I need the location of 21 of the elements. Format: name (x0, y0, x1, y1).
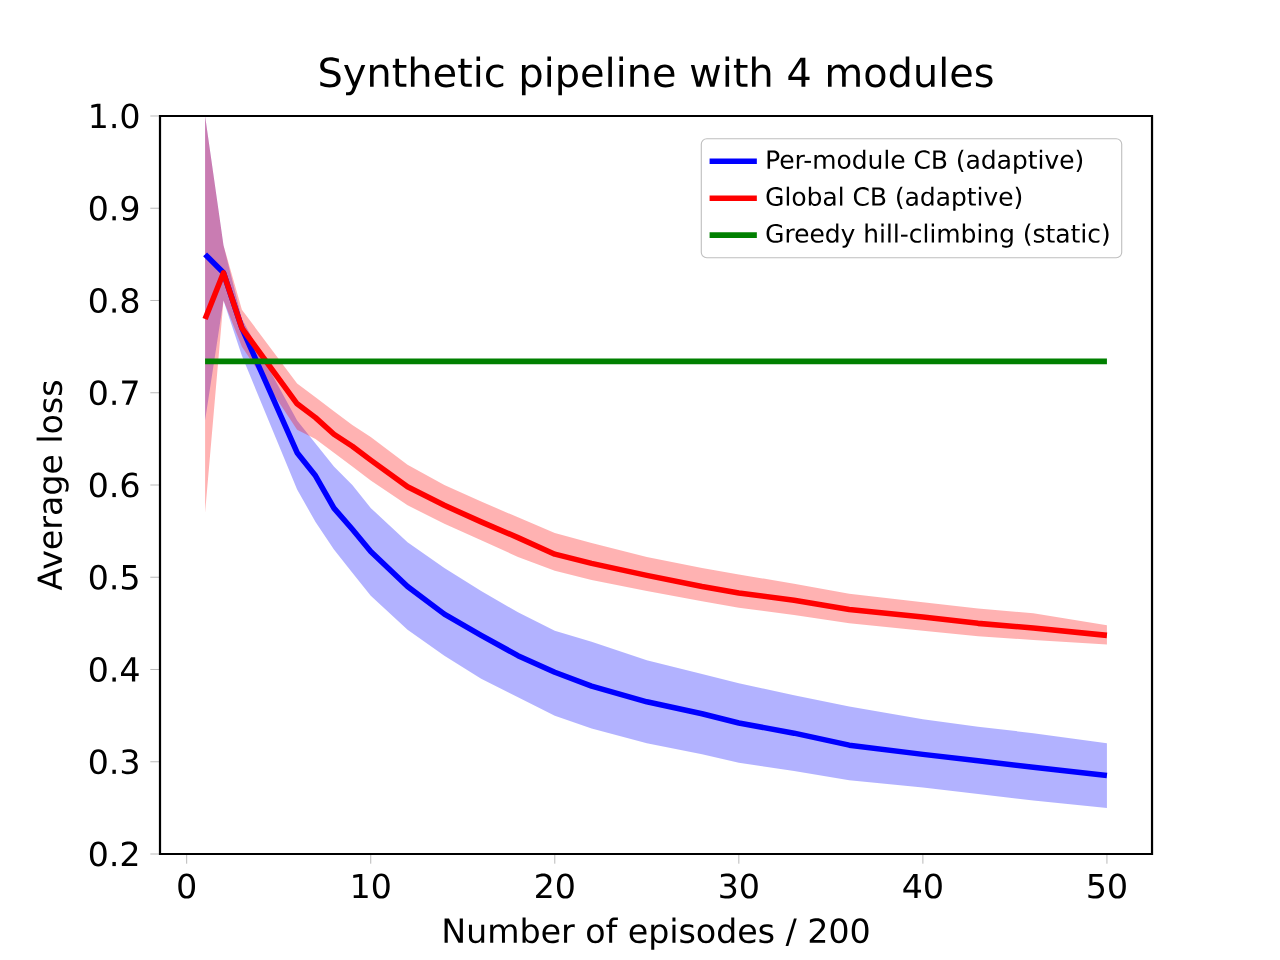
y-tick-label: 0.8 (89, 287, 139, 314)
y-tick-label: 0.2 (89, 841, 138, 867)
legend-label: Greedy hill-climbing (static) (766, 223, 1109, 248)
y-tick-label: 0.4 (89, 656, 139, 683)
legend-label: Global CB (adaptive) (766, 186, 1022, 211)
x-tick-label: 50 (1088, 873, 1126, 899)
y-axis-title: Average loss (36, 381, 69, 591)
x-tick-label: 0 (178, 873, 196, 899)
x-axis-title: Number of episodes / 200 (444, 917, 869, 950)
x-tick-label: 20 (536, 873, 574, 899)
x-tick-label: 10 (353, 873, 390, 899)
y-tick-label: 0.5 (89, 564, 138, 590)
y-tick-label: 0.7 (89, 380, 138, 406)
legend-label: Per-module CB (adaptive) (767, 149, 1083, 174)
y-tick-label: 0.9 (89, 195, 139, 221)
y-tick-label: 0.3 (89, 749, 138, 775)
x-tick-label: 40 (903, 873, 942, 899)
y-tick-label: 1.0 (91, 103, 139, 129)
y-tick-label: 0.6 (89, 472, 139, 498)
chart-title: Synthetic pipeline with 4 modules (320, 56, 993, 96)
x-tick-label: 30 (720, 873, 758, 899)
